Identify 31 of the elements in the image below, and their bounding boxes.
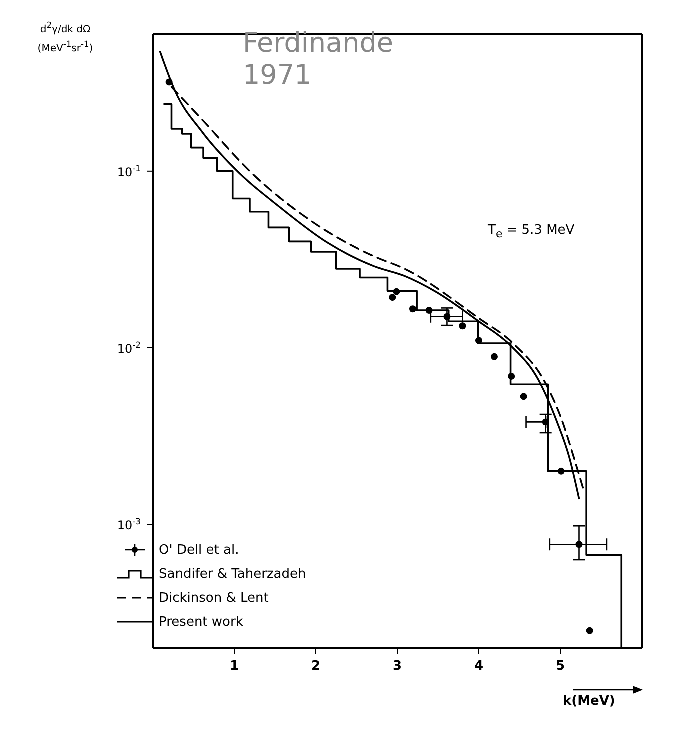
point [426, 307, 433, 314]
point [558, 468, 565, 475]
legend-label: Sandifer & Taherzadeh [159, 566, 306, 582]
annotation: Ferdinande 1971 [243, 28, 394, 93]
x-tick-label: 5 [556, 659, 566, 674]
x-tick-label: 2 [311, 659, 321, 674]
point [166, 78, 173, 86]
point [586, 627, 594, 634]
point [389, 294, 396, 302]
point [393, 288, 400, 296]
point [508, 372, 516, 380]
y-axis-title: d$^{2}$γ/dk dΩ (MeV$^{-1}$sr$^{-1}$) [36, 19, 94, 57]
x-tick-label: 1 [230, 659, 240, 674]
point [576, 541, 583, 548]
x-tick-label: 3 [392, 659, 402, 674]
x-axis-title: k(MeV) [563, 694, 616, 709]
legend-label: O' Dell et al. [159, 542, 240, 558]
point [444, 313, 451, 320]
point [409, 306, 416, 313]
legend-label: Dickinson & Lent [159, 590, 269, 606]
legend-label: Present work [159, 614, 244, 630]
point [459, 322, 466, 330]
y-tick-label: 10$^{-3}$ [117, 516, 141, 533]
x-tick-label: 4 [474, 659, 484, 674]
annotation: T$_{e}$ = 5.3 MeV [488, 223, 576, 241]
point [542, 418, 550, 426]
y-tick-label: 10$^{-2}$ [117, 340, 141, 356]
point [520, 393, 528, 400]
point [490, 353, 498, 360]
y-tick-label: 10$^{-1}$ [117, 163, 141, 180]
point [476, 337, 482, 344]
